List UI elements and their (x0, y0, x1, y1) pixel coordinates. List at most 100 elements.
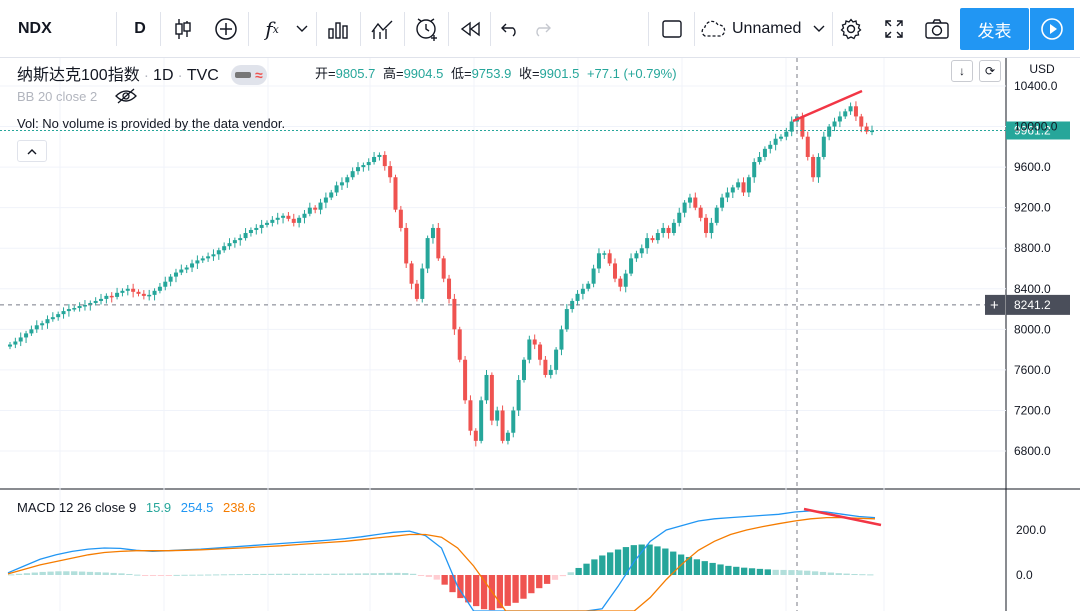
candle (805, 136, 810, 157)
macd-histogram-bar (764, 569, 771, 575)
macd-histogram-bar (31, 572, 38, 575)
macd-legend[interactable]: MACD 12 26 close 9 15.9 254.5 238.6 (17, 500, 256, 515)
price-tick: 7600.0 (1014, 363, 1051, 377)
templates-icon[interactable] (364, 8, 400, 50)
candle (227, 243, 232, 247)
expand-icon[interactable] (876, 8, 912, 50)
macd-histogram-bar (843, 573, 850, 575)
candle (848, 106, 853, 112)
replay-icon[interactable] (452, 8, 488, 50)
candle (200, 258, 205, 261)
macd-histogram-bar (725, 565, 732, 575)
candle (232, 240, 237, 244)
candle (82, 305, 87, 307)
macd-histogram-bar (780, 569, 787, 575)
candle (414, 283, 419, 299)
add-compare-icon[interactable] (208, 8, 244, 50)
candle (157, 286, 162, 291)
candle (543, 359, 548, 375)
ohlc-values: 开=9805.7 高=9904.5 低=9753.9 收=9901.5 +77.… (315, 66, 677, 81)
play-icon[interactable] (1030, 8, 1074, 50)
macd-histogram-bar (63, 571, 70, 575)
last-price-label: 9961.2 (1014, 123, 1051, 137)
candle (313, 207, 318, 210)
chevron-up-icon (27, 148, 37, 154)
macd-histogram-bar (23, 573, 31, 575)
symbol-search-button[interactable]: NDX (18, 20, 52, 37)
candle (50, 317, 55, 320)
candle (479, 400, 484, 441)
financials-icon[interactable] (320, 8, 356, 50)
candle (152, 290, 157, 295)
chevron-down-icon (813, 25, 825, 32)
interval-button[interactable]: D (134, 20, 146, 37)
candle (559, 329, 564, 350)
candle (645, 238, 650, 249)
chart-canvas[interactable]: 9961.2 + 8241.2 10400.0 10000.0 9600.0 9200.0… (0, 58, 1080, 611)
candle (179, 269, 184, 273)
macd-histogram-bar (670, 551, 677, 575)
macd-histogram-bar (354, 573, 362, 575)
last-price-tag (1006, 121, 1070, 140)
candle (29, 329, 34, 334)
candle (24, 333, 29, 338)
candle (173, 272, 178, 277)
price-tick: 10400.0 (1014, 79, 1058, 93)
highlight-toggle[interactable]: ≈ (231, 65, 267, 85)
currency-label[interactable]: USD (1016, 58, 1068, 80)
undo-icon[interactable] (494, 8, 526, 50)
candle (291, 218, 296, 223)
candle (452, 298, 457, 330)
chart-area[interactable]: 9961.2 +8241.2 10400.0 10000.0 9600.0 9200.0… (0, 58, 1080, 611)
scroll-down-icon[interactable]: ↓ (951, 60, 973, 82)
candle (725, 192, 730, 198)
macd-histogram-bar (772, 569, 779, 575)
macd-histogram-bar (811, 571, 819, 575)
settings-icon[interactable] (834, 8, 868, 50)
fullscreen-box-icon[interactable] (654, 8, 690, 50)
macd-histogram-bar (394, 572, 401, 575)
macd-histogram-bar (473, 575, 480, 607)
bb-indicator-legend[interactable]: BB 20 close 2 (17, 88, 137, 104)
symbol-legend[interactable]: 纳斯达克100指数 · 1D · TVC ≈ (17, 61, 267, 85)
price-tick: 8800.0 (1014, 241, 1051, 255)
macd-histogram-bar (788, 570, 795, 575)
macd-histogram-bar (756, 568, 764, 575)
candle (768, 144, 773, 149)
alert-icon[interactable] (408, 8, 446, 50)
candle (99, 298, 104, 301)
collapse-legend-button[interactable] (17, 140, 47, 162)
candle (827, 126, 832, 137)
camera-icon[interactable] (918, 8, 956, 50)
open-value: 9805.7 (335, 66, 376, 81)
macd-histogram-bar (323, 573, 330, 575)
candle (184, 267, 189, 270)
chevron-down-icon[interactable] (290, 8, 314, 50)
macd-histogram-bar (425, 575, 433, 577)
candles-icon[interactable] (166, 8, 200, 50)
legend-interval: 1D (153, 67, 174, 84)
macd-histogram-bar (804, 570, 811, 575)
macd-histogram-bar (693, 559, 701, 575)
macd-histogram-bar (47, 571, 54, 575)
price-tick: 6800.0 (1014, 444, 1051, 458)
macd-histogram-bar (851, 574, 858, 576)
candle (350, 171, 355, 178)
price-tick: 7200.0 (1014, 403, 1051, 417)
refresh-icon[interactable]: ⟳ (979, 60, 1001, 82)
redo-icon[interactable] (526, 8, 558, 50)
macd-histogram-bar (551, 575, 559, 580)
macd-histogram-bar (559, 575, 567, 577)
publish-button[interactable]: 发表 (960, 8, 1029, 50)
macd-histogram-bar (567, 572, 574, 575)
macd-histogram-bar (827, 572, 835, 575)
candle (784, 131, 789, 137)
macd-histogram-bar (134, 574, 141, 576)
layout-name-button[interactable]: Unnamed (698, 8, 832, 50)
eye-hidden-icon[interactable] (114, 88, 137, 104)
bb-label: BB 20 close 2 (17, 89, 98, 104)
candle (870, 130, 874, 133)
macd-histogram-bar (591, 559, 598, 575)
